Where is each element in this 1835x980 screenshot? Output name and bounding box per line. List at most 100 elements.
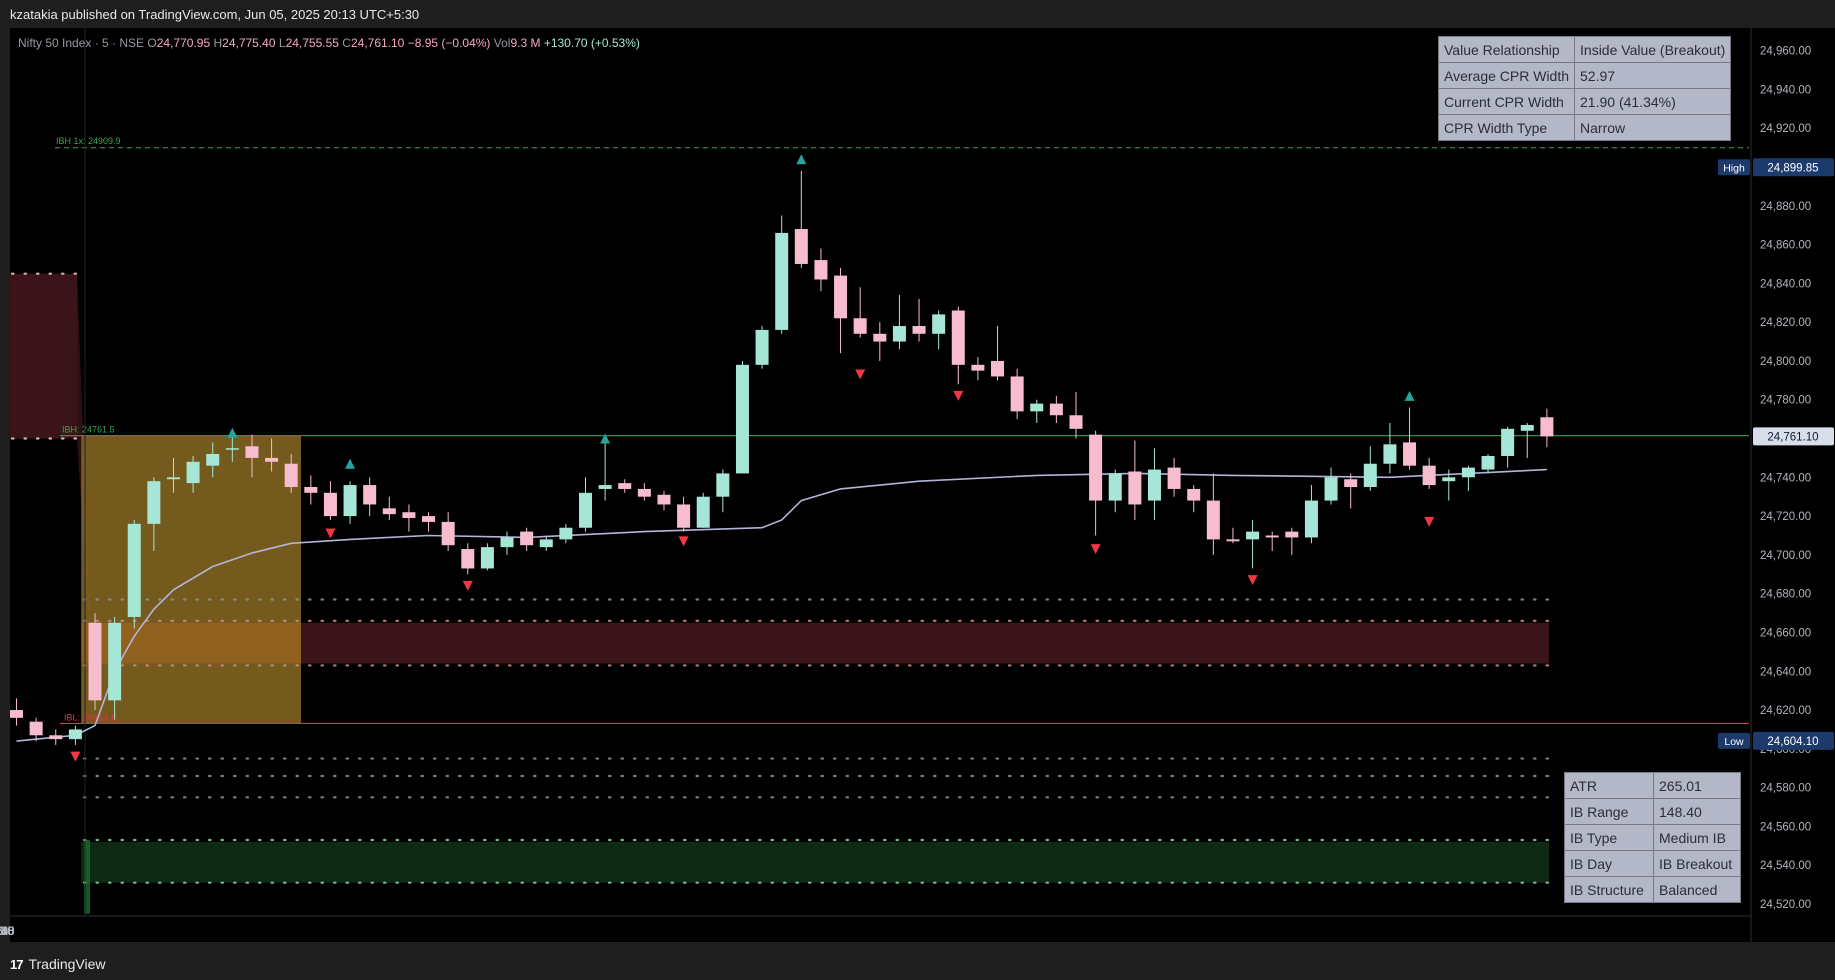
candle-body: [971, 364, 985, 371]
candle-body: [1540, 417, 1554, 437]
candle-body: [559, 527, 573, 540]
sell-signal-arrow: [1424, 516, 1435, 527]
price-tick-label: 24,660.00: [1760, 627, 1811, 639]
candle-body: [1501, 428, 1515, 456]
chart-area[interactable]: IBH 1x: 24909.9 IBH: 24761.5 IBL: 24613.1 …: [0, 28, 1835, 948]
candle-body: [1010, 376, 1024, 412]
candle-body: [402, 512, 416, 519]
table-value: Balanced: [1653, 876, 1741, 903]
candle-body: [284, 463, 298, 488]
candle-body: [1304, 500, 1318, 538]
time-tick-label: 09:30: [0, 926, 14, 938]
price-tick-label: 24,780.00: [1760, 395, 1811, 407]
candle-body: [108, 622, 122, 701]
price-tick-label: 24,920.00: [1760, 123, 1811, 135]
low-label: L: [278, 36, 286, 50]
time-tick-label: 13:00: [0, 926, 14, 938]
table-row: IB Structure Balanced: [1564, 876, 1741, 903]
candle-body: [1481, 455, 1495, 470]
table-row: IB Type Medium IB: [1564, 824, 1741, 851]
table-row: IB Day IB Breakout: [1564, 850, 1741, 877]
candle-body: [166, 477, 180, 480]
candle-body: [579, 492, 592, 528]
time-tick-label: 11:00: [0, 926, 14, 938]
table-row: CPR Width Type Narrow: [1437, 114, 1732, 141]
candle-body: [598, 485, 612, 489]
candle-body: [1383, 444, 1397, 464]
candle-body: [1442, 477, 1456, 482]
time-tick-label: 13:15: [0, 926, 14, 938]
time-tick-label: 13:45: [0, 926, 14, 938]
table-key: IB Day: [1564, 850, 1654, 877]
candle-body: [1422, 465, 1436, 486]
brand-name: TradingView: [28, 956, 106, 972]
high-price-badge: High 24,899.85: [1718, 158, 1834, 177]
table-key: IB Type: [1564, 824, 1654, 851]
candle-body: [363, 485, 377, 505]
high-label: H: [213, 36, 223, 50]
candle-body: [657, 494, 671, 505]
candle-body: [206, 454, 220, 466]
candle-body: [716, 473, 730, 497]
table-row: IB Range 148.40: [1564, 798, 1741, 825]
time-tick-label: 15:15: [0, 926, 14, 938]
sell-signal-arrow: [953, 390, 964, 401]
last-price-badge-value: 24,761.10: [1767, 431, 1818, 443]
time-tick-label: 10:30: [0, 926, 14, 938]
symbol-name[interactable]: Nifty 50 Index · 5 · NSE: [18, 36, 145, 50]
candle-body: [775, 232, 789, 330]
high-price-badge-tag-label: High: [1723, 162, 1745, 174]
ib-info-table: ATR 265.01 IB Range 148.40 IB Type Medium I…: [1564, 772, 1741, 903]
high-price-badge-value: 24,899.85: [1767, 162, 1818, 174]
candle-body: [1403, 442, 1417, 466]
candle-body: [1461, 467, 1475, 478]
time-axis-bg: [10, 916, 1751, 942]
time-tick-label: 6: [0, 926, 3, 938]
table-row: Average CPR Width 52.97: [1437, 62, 1732, 89]
publish-bar: kzatakia published on TradingView.com, J…: [0, 0, 1835, 28]
time-tick-label: 15:15: [0, 926, 14, 938]
candle-body: [1089, 434, 1103, 501]
candle-body: [1206, 500, 1220, 540]
price-tick-label: 24,560.00: [1760, 821, 1811, 833]
change-value: −8.95 (−0.04%): [407, 36, 491, 50]
volume-label: Vol: [493, 36, 511, 50]
candle-body: [49, 735, 63, 740]
candle-body: [1246, 531, 1260, 540]
time-tick-label: 14:15: [0, 926, 14, 938]
last-price-badge-bg: [1753, 427, 1834, 446]
table-value: Narrow: [1574, 114, 1732, 141]
time-tick-label: 15:00: [0, 926, 14, 938]
sell-signal-arrow: [325, 528, 336, 539]
high-price-badge-bg: [1753, 158, 1834, 177]
footer-bar: 17 TradingView: [0, 948, 1835, 980]
time-tick-label: 09:45: [0, 926, 14, 938]
candle-body: [1363, 463, 1377, 488]
candle-body: [1030, 403, 1044, 412]
table-key: Average CPR Width: [1437, 62, 1576, 89]
tradingview-brand[interactable]: 17 TradingView: [10, 956, 106, 972]
ibh-extension-label: IBH 1x: 24909.9: [56, 136, 121, 146]
candle-body: [500, 537, 514, 548]
time-tick-label: 5: [0, 926, 4, 938]
price-tick-label: 24,720.00: [1760, 511, 1811, 523]
time-tick-label: 14:00: [0, 926, 14, 938]
price-axis-bg: [1751, 28, 1835, 942]
candle-body: [88, 622, 102, 701]
symbol-legend[interactable]: Nifty 50 Index · 5 · NSE O24,770.95 H24,…: [18, 36, 640, 50]
time-tick-label: 11:15: [0, 926, 14, 938]
price-tick-label: 24,860.00: [1760, 240, 1811, 252]
time-tick-label: 10:45: [0, 926, 14, 938]
open-value: 24,770.95: [156, 36, 211, 50]
time-tick-label: 10:00: [0, 926, 14, 938]
candle-body: [853, 318, 867, 334]
candle-body: [265, 457, 279, 462]
close-label: C: [342, 36, 351, 50]
table-row: Value Relationship Inside Value (Breakout…: [1437, 36, 1732, 63]
candle-body: [1069, 415, 1083, 429]
table-value: IB Breakout: [1653, 850, 1741, 877]
candle-body: [1265, 535, 1279, 538]
price-tick-label: 24,520.00: [1760, 899, 1811, 911]
candle-body: [1324, 477, 1338, 501]
